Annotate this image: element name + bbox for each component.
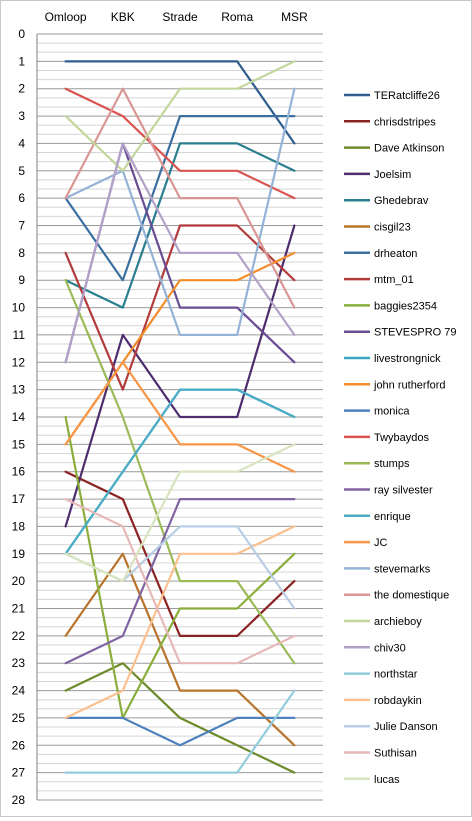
- y-tick-label: 11: [13, 328, 26, 342]
- legend-label: Ghedebrav: [374, 195, 429, 207]
- legend-label: JC: [374, 537, 388, 549]
- series-line: [64, 415, 296, 720]
- y-tick-label: 16: [12, 465, 26, 479]
- series-line: [64, 87, 296, 336]
- y-tick-label: 6: [18, 191, 25, 205]
- y-tick-label: 14: [12, 410, 26, 424]
- series-line: [64, 470, 296, 638]
- series-line: [64, 114, 296, 282]
- legend-label: the domestique: [374, 590, 449, 602]
- legend-label: Julie Danson: [374, 721, 438, 733]
- y-tick-label: 25: [12, 711, 26, 725]
- y-tick-label: 19: [12, 547, 26, 561]
- legend-label: enrique: [374, 511, 411, 523]
- legend-label: monica: [374, 406, 410, 418]
- y-tick-label: 12: [12, 355, 26, 369]
- legend-label: robdaykin: [374, 695, 422, 707]
- legend-label: Suthisan: [374, 748, 417, 760]
- y-tick-label: 18: [12, 519, 26, 533]
- legend-label: chrisdstripes: [374, 116, 436, 128]
- x-axis-categories: Omloop KBK Strade Roma MSR: [45, 10, 308, 24]
- series-line: [64, 552, 296, 747]
- series-line: [64, 689, 296, 774]
- y-tick-label: 0: [18, 27, 25, 41]
- y-tick-label: 24: [12, 684, 26, 698]
- legend-label: stumps: [374, 458, 410, 470]
- legend-label: ray silvester: [374, 485, 433, 497]
- y-tick-label: 15: [12, 437, 26, 451]
- y-axis-ticks: 0123456789101112131415161718192021222324…: [12, 27, 26, 807]
- series-line: [64, 87, 296, 309]
- legend-label: mtm_01: [374, 274, 414, 286]
- series-line: [64, 498, 296, 665]
- series-line: [64, 498, 296, 665]
- series-line: [64, 60, 296, 145]
- y-tick-label: 21: [12, 602, 26, 616]
- series-line: [64, 662, 296, 774]
- legend-label: Dave Atkinson: [374, 143, 444, 155]
- y-tick-label: 10: [12, 301, 26, 315]
- series-line: [64, 87, 296, 200]
- y-tick-label: 28: [12, 793, 26, 807]
- legend-label: john rutherford: [373, 379, 446, 391]
- series-line: [64, 142, 296, 364]
- legend-label: Joelsim: [374, 169, 411, 181]
- category-label: MSR: [281, 10, 308, 24]
- category-label: Strade: [162, 10, 198, 24]
- y-tick-label: 7: [18, 219, 25, 233]
- y-tick-label: 26: [12, 738, 26, 752]
- legend-label: drheaton: [374, 248, 417, 260]
- category-label: Omloop: [45, 10, 87, 24]
- series-line: [64, 716, 296, 747]
- y-tick-label: 27: [12, 766, 26, 780]
- y-tick-label: 22: [12, 629, 26, 643]
- series-line: [64, 443, 296, 583]
- series-line: [64, 142, 296, 309]
- y-tick-label: 5: [18, 164, 25, 178]
- category-label: Roma: [221, 10, 253, 24]
- y-tick-label: 1: [18, 54, 25, 68]
- legend-label: archieboy: [374, 616, 422, 628]
- y-tick-label: 2: [18, 82, 25, 96]
- series-line: [64, 279, 296, 665]
- y-tick-label: 9: [18, 273, 25, 287]
- y-tick-label: 4: [18, 136, 25, 150]
- legend-label: TERatcliffe26: [374, 90, 440, 102]
- legend-label: livestrongnick: [374, 353, 441, 365]
- y-tick-label: 13: [12, 383, 26, 397]
- series-line: [64, 388, 296, 555]
- series-line: [64, 361, 296, 473]
- legend-label: Twybaydos: [374, 432, 430, 444]
- legend: TERatcliffe26 chrisdstripes Dave Atkinson J…: [344, 90, 457, 786]
- series-line: [64, 224, 296, 528]
- legend-label: stevemarks: [374, 563, 431, 575]
- legend-label: cisgil23: [374, 222, 411, 234]
- series-line: [64, 224, 296, 391]
- legend-label: chiv30: [374, 642, 406, 654]
- y-tick-label: 23: [12, 656, 26, 670]
- series-lines: [64, 60, 296, 774]
- category-label: KBK: [111, 10, 135, 24]
- legend-label: northstar: [374, 669, 418, 681]
- legend-label: baggies2354: [374, 300, 437, 312]
- y-tick-label: 8: [18, 246, 25, 260]
- legend-label: lucas: [374, 774, 400, 786]
- legend-label: STEVESPRO 79: [374, 327, 457, 339]
- series-line: [64, 60, 296, 172]
- y-tick-label: 17: [12, 492, 26, 506]
- series-line: [64, 525, 296, 720]
- y-tick-label: 20: [12, 574, 26, 588]
- y-tick-label: 3: [18, 109, 25, 123]
